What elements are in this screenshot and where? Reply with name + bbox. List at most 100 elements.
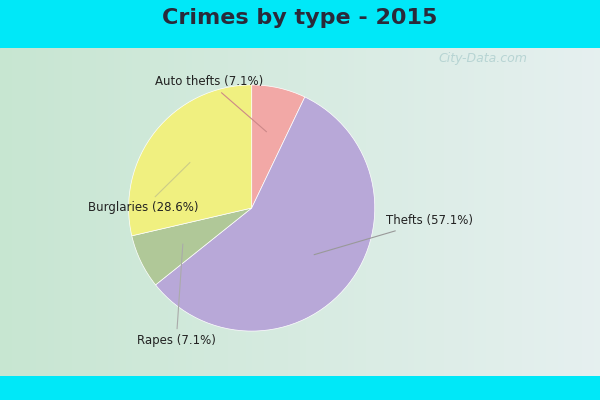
Bar [528,48,534,376]
Bar [228,48,234,376]
Bar [414,48,420,376]
Bar [192,48,198,376]
Bar [168,48,174,376]
Bar [450,48,456,376]
Bar [240,48,246,376]
Bar [570,48,576,376]
Bar [420,48,426,376]
Bar [516,48,522,376]
Wedge shape [155,97,375,331]
Bar [366,48,372,376]
Bar [312,48,318,376]
Bar [78,48,84,376]
Bar [246,48,252,376]
Bar [426,48,432,376]
Text: Crimes by type - 2015: Crimes by type - 2015 [163,8,437,28]
Bar [132,48,138,376]
Bar [180,48,186,376]
Bar [174,48,180,376]
Bar [552,48,558,376]
Bar [150,48,156,376]
Bar [396,48,402,376]
Bar [462,48,468,376]
Bar [90,48,96,376]
Bar [432,48,438,376]
Bar [6,48,12,376]
Bar [12,48,18,376]
Bar [294,48,300,376]
Text: Thefts (57.1%): Thefts (57.1%) [314,214,473,255]
Bar [456,48,462,376]
Bar [210,48,216,376]
Bar [540,48,546,376]
Bar [270,48,276,376]
Bar [408,48,414,376]
Bar [60,48,66,376]
Bar [288,48,294,376]
Bar [330,48,336,376]
Bar [348,48,354,376]
Bar [120,48,126,376]
Bar [42,48,48,376]
Bar [372,48,378,376]
Bar [66,48,72,376]
Bar [384,48,390,376]
Bar [486,48,492,376]
Bar [318,48,324,376]
Bar [564,48,570,376]
Bar [378,48,384,376]
Bar [306,48,312,376]
Bar [342,48,348,376]
Bar [24,48,30,376]
Bar [534,48,540,376]
Bar [114,48,120,376]
Bar [510,48,516,376]
Bar [0,48,6,376]
Bar [138,48,144,376]
Text: Rapes (7.1%): Rapes (7.1%) [137,244,215,347]
Bar [198,48,204,376]
Bar [576,48,582,376]
Bar [48,48,54,376]
Text: Burglaries (28.6%): Burglaries (28.6%) [88,162,199,214]
Bar [162,48,168,376]
Bar [108,48,114,376]
Bar [444,48,450,376]
Bar [282,48,288,376]
Text: Auto thefts (7.1%): Auto thefts (7.1%) [155,75,266,132]
Bar [204,48,210,376]
Bar [480,48,486,376]
Bar [492,48,498,376]
Bar [222,48,228,376]
Bar [36,48,42,376]
Bar [276,48,282,376]
Bar [468,48,474,376]
Bar [300,48,306,376]
Bar [96,48,102,376]
Bar [54,48,60,376]
Bar [252,48,258,376]
Bar [144,48,150,376]
Bar [258,48,264,376]
Bar [522,48,528,376]
Wedge shape [251,85,305,208]
Bar [498,48,504,376]
Bar [186,48,192,376]
Bar [84,48,90,376]
Bar [72,48,78,376]
Text: City-Data.com: City-Data.com [438,52,527,65]
Bar [336,48,342,376]
Bar [126,48,132,376]
Bar [216,48,222,376]
Bar [546,48,552,376]
Bar [324,48,330,376]
Bar [156,48,162,376]
Bar [264,48,270,376]
Bar [438,48,444,376]
Bar [558,48,564,376]
Bar [30,48,36,376]
Bar [390,48,396,376]
Bar [102,48,108,376]
Bar [234,48,240,376]
Bar [588,48,594,376]
